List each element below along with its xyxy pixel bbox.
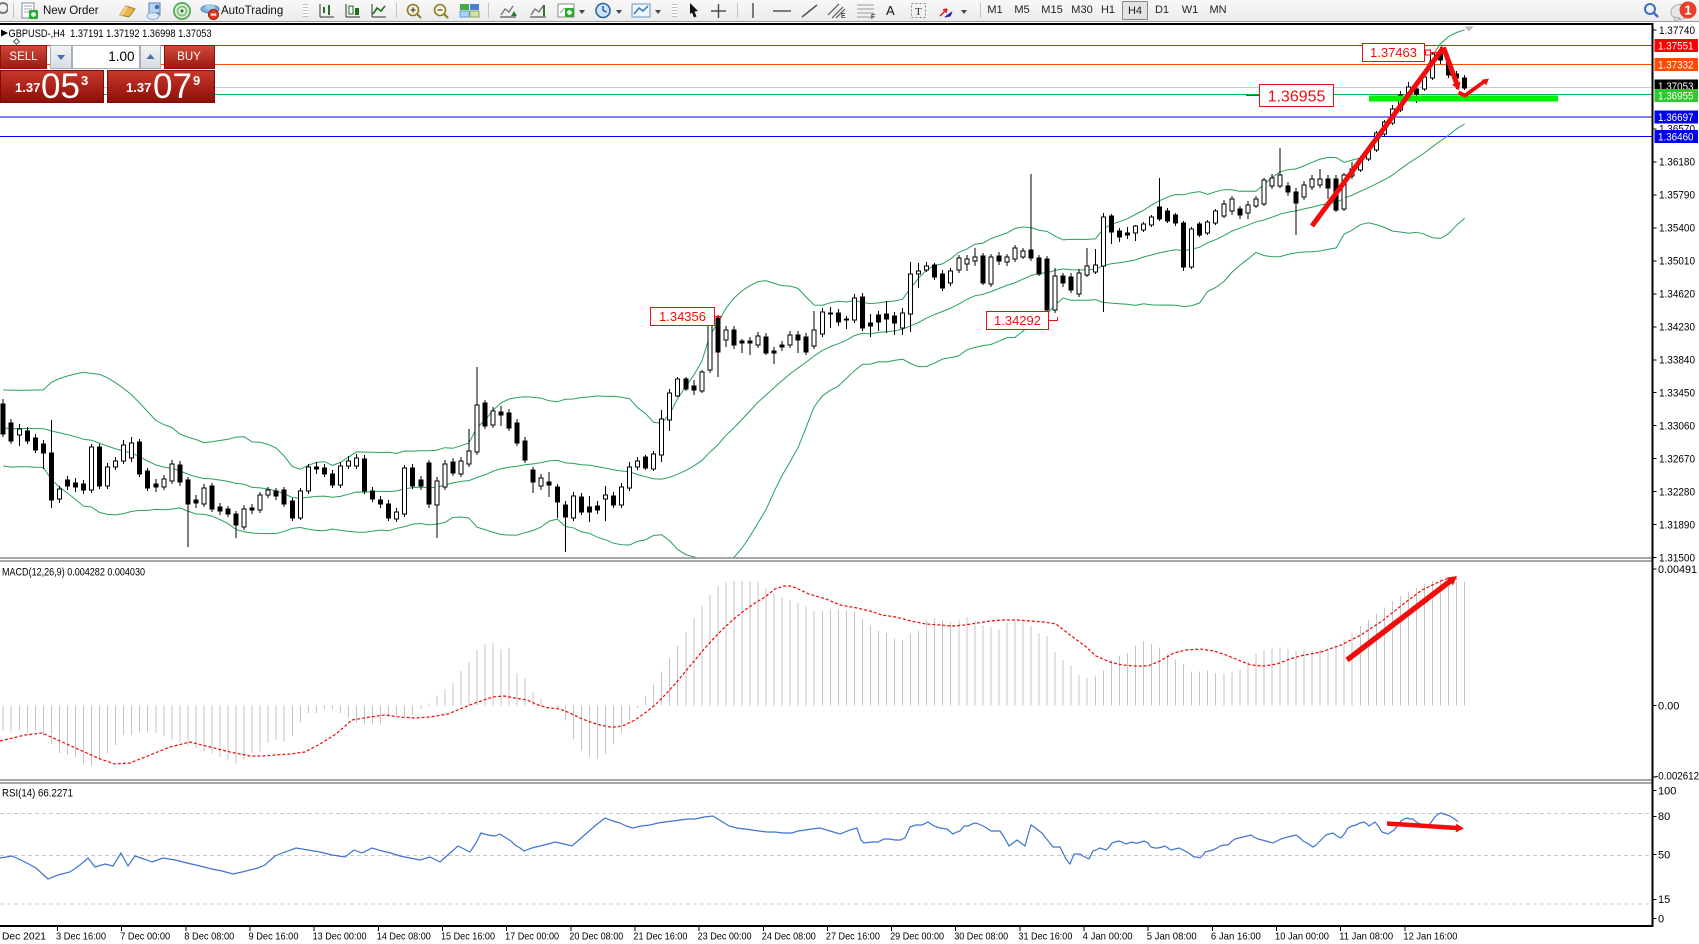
- svg-text:3 Dec 16:00: 3 Dec 16:00: [56, 931, 106, 943]
- svg-text:10 Jan 00:00: 10 Jan 00:00: [1275, 931, 1329, 943]
- svg-text:1.36697: 1.36697: [1658, 112, 1694, 124]
- svg-text:1.37551: 1.37551: [1658, 40, 1694, 52]
- svg-text:0: 0: [1658, 913, 1664, 925]
- svg-text:Dec 2021: Dec 2021: [2, 931, 46, 943]
- svg-text:6 Jan 16:00: 6 Jan 16:00: [1211, 931, 1261, 943]
- svg-text:MACD(12,26,9) 0.004282 0.00403: MACD(12,26,9) 0.004282 0.004030: [2, 567, 145, 579]
- svg-text:F: F: [871, 14, 875, 20]
- svg-text:1.34356: 1.34356: [659, 309, 706, 324]
- svg-text:1.37463: 1.37463: [1370, 45, 1417, 60]
- svg-text:1.36180: 1.36180: [1659, 157, 1695, 169]
- svg-text:1.34620: 1.34620: [1659, 289, 1695, 301]
- svg-text:20 Dec 08:00: 20 Dec 08:00: [569, 931, 623, 943]
- svg-text:GBPUSD-,H4 1.37191 1.37192 1.: GBPUSD-,H4 1.37191 1.37192 1.36998 1.370…: [9, 28, 212, 40]
- svg-text:1.37332: 1.37332: [1658, 59, 1694, 71]
- svg-text:1.36955: 1.36955: [1658, 90, 1694, 102]
- svg-text:5 Jan 08:00: 5 Jan 08:00: [1147, 931, 1197, 943]
- svg-text:T: T: [915, 6, 922, 18]
- svg-text:12 Jan 16:00: 12 Jan 16:00: [1403, 931, 1457, 943]
- svg-text:31 Dec 16:00: 31 Dec 16:00: [1018, 931, 1072, 943]
- svg-text:1.35400: 1.35400: [1659, 223, 1695, 235]
- svg-text:15: 15: [1658, 894, 1670, 906]
- svg-text:30 Dec 08:00: 30 Dec 08:00: [954, 931, 1008, 943]
- svg-text:1.37740: 1.37740: [1659, 25, 1695, 37]
- svg-text:1.33060: 1.33060: [1659, 421, 1695, 433]
- svg-text:1.32670: 1.32670: [1659, 454, 1695, 466]
- svg-text:15 Dec 16:00: 15 Dec 16:00: [441, 931, 495, 943]
- svg-text:1.34292: 1.34292: [994, 313, 1041, 328]
- svg-text:0.00491: 0.00491: [1658, 564, 1697, 576]
- svg-text:24 Dec 08:00: 24 Dec 08:00: [762, 931, 816, 943]
- svg-text:RSI(14) 66.2271: RSI(14) 66.2271: [2, 788, 73, 800]
- svg-text:80: 80: [1658, 811, 1670, 823]
- svg-text:1.32280: 1.32280: [1659, 487, 1695, 499]
- svg-text:23 Dec 00:00: 23 Dec 00:00: [698, 931, 752, 943]
- svg-text:27 Dec 16:00: 27 Dec 16:00: [826, 931, 880, 943]
- svg-text:1.31500: 1.31500: [1659, 552, 1695, 564]
- svg-text:11 Jan 08:00: 11 Jan 08:00: [1339, 931, 1393, 943]
- svg-text:1.31890: 1.31890: [1659, 519, 1695, 531]
- svg-text:0.00: 0.00: [1658, 700, 1679, 712]
- svg-text:1.34230: 1.34230: [1659, 322, 1695, 334]
- svg-text:4 Jan 00:00: 4 Jan 00:00: [1083, 931, 1133, 943]
- svg-text:1.36460: 1.36460: [1658, 131, 1694, 143]
- svg-text:1: 1: [1684, 3, 1691, 18]
- svg-text:1.33450: 1.33450: [1659, 388, 1695, 400]
- svg-text:1.35010: 1.35010: [1659, 256, 1695, 268]
- svg-text:9 Dec 16:00: 9 Dec 16:00: [249, 931, 299, 943]
- svg-text:1.35790: 1.35790: [1659, 190, 1695, 202]
- svg-text:29 Dec 00:00: 29 Dec 00:00: [890, 931, 944, 943]
- svg-text:1.36955: 1.36955: [1268, 88, 1326, 105]
- svg-text:7 Dec 00:00: 7 Dec 00:00: [120, 931, 170, 943]
- svg-text:50: 50: [1658, 849, 1670, 861]
- svg-text:17 Dec 00:00: 17 Dec 00:00: [505, 931, 559, 943]
- svg-text:13 Dec 00:00: 13 Dec 00:00: [313, 931, 367, 943]
- svg-text:100: 100: [1658, 786, 1676, 798]
- svg-text:1.33840: 1.33840: [1659, 355, 1695, 367]
- svg-text:-0.002612: -0.002612: [1655, 771, 1699, 783]
- svg-text:14 Dec 08:00: 14 Dec 08:00: [377, 931, 431, 943]
- svg-text:21 Dec 16:00: 21 Dec 16:00: [633, 931, 687, 943]
- svg-text:E: E: [841, 13, 846, 20]
- svg-text:8 Dec 08:00: 8 Dec 08:00: [184, 931, 234, 943]
